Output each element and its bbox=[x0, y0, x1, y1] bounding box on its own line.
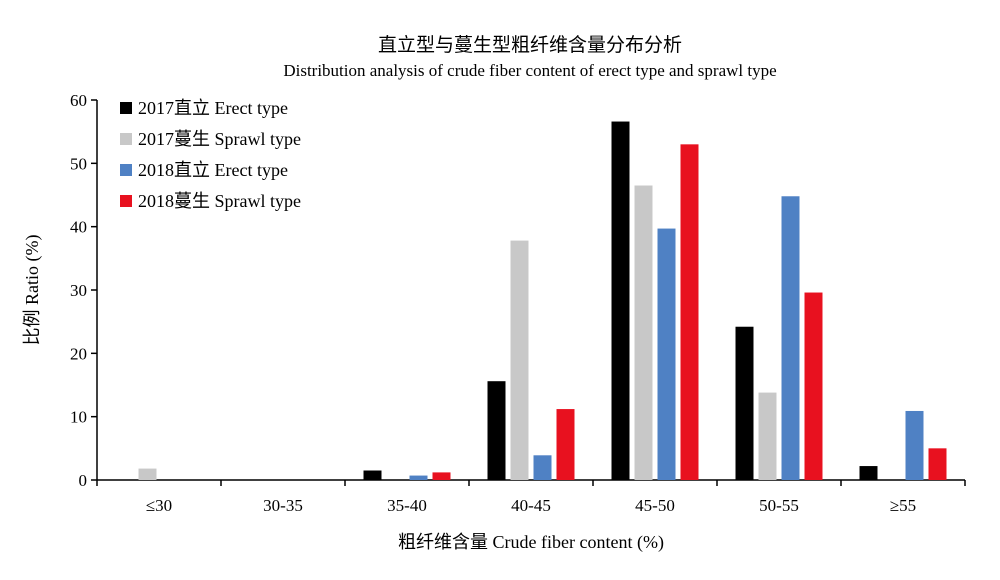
x-tick-label: 50-55 bbox=[759, 496, 799, 515]
bar bbox=[138, 468, 157, 480]
legend-label: 2017直立 Erect type bbox=[138, 98, 288, 118]
bar bbox=[657, 228, 676, 480]
chart-title: 直立型与蔓生型粗纤维含量分布分析 bbox=[377, 35, 682, 56]
bar bbox=[634, 185, 653, 480]
bar bbox=[363, 470, 382, 480]
bar bbox=[781, 196, 800, 480]
legend-label: 2018直立 Erect type bbox=[138, 160, 288, 180]
bar bbox=[533, 455, 552, 480]
bar bbox=[928, 448, 947, 480]
x-tick-label: ≥55 bbox=[890, 496, 916, 515]
bar bbox=[510, 240, 529, 480]
bar bbox=[556, 409, 575, 480]
y-tick-label: 50 bbox=[70, 154, 87, 173]
y-tick-label: 30 bbox=[70, 281, 87, 300]
y-tick-label: 60 bbox=[70, 91, 87, 110]
legend-swatch bbox=[120, 133, 132, 145]
x-tick-label: ≤30 bbox=[146, 496, 172, 515]
bar bbox=[680, 144, 699, 481]
legend-swatch bbox=[120, 102, 132, 114]
legend-swatch bbox=[120, 164, 132, 176]
legend-label: 2018蔓生 Sprawl type bbox=[138, 191, 301, 211]
bar bbox=[432, 472, 451, 480]
legend-swatch bbox=[120, 195, 132, 207]
bar bbox=[859, 466, 878, 480]
bar bbox=[758, 392, 777, 480]
bar bbox=[735, 326, 754, 480]
x-tick-label: 30-35 bbox=[263, 496, 303, 515]
bar bbox=[611, 121, 630, 481]
y-axis-title: 比例 Ratio (%) bbox=[22, 235, 43, 346]
x-tick-label: 35-40 bbox=[387, 496, 427, 515]
x-tick-label: 45-50 bbox=[635, 496, 675, 515]
bar bbox=[804, 292, 823, 480]
y-tick-label: 20 bbox=[70, 344, 87, 363]
x-axis-title: 粗纤维含量 Crude fiber content (%) bbox=[398, 532, 664, 553]
chart-subtitle: Distribution analysis of crude fiber con… bbox=[283, 61, 777, 80]
y-tick-label: 40 bbox=[70, 218, 87, 237]
x-tick-label: 40-45 bbox=[511, 496, 551, 515]
y-tick-label: 10 bbox=[70, 408, 87, 427]
bar bbox=[409, 475, 428, 480]
bar bbox=[487, 381, 506, 480]
legend-label: 2017蔓生 Sprawl type bbox=[138, 129, 301, 149]
y-tick-label: 0 bbox=[79, 471, 88, 490]
bar bbox=[905, 410, 924, 480]
